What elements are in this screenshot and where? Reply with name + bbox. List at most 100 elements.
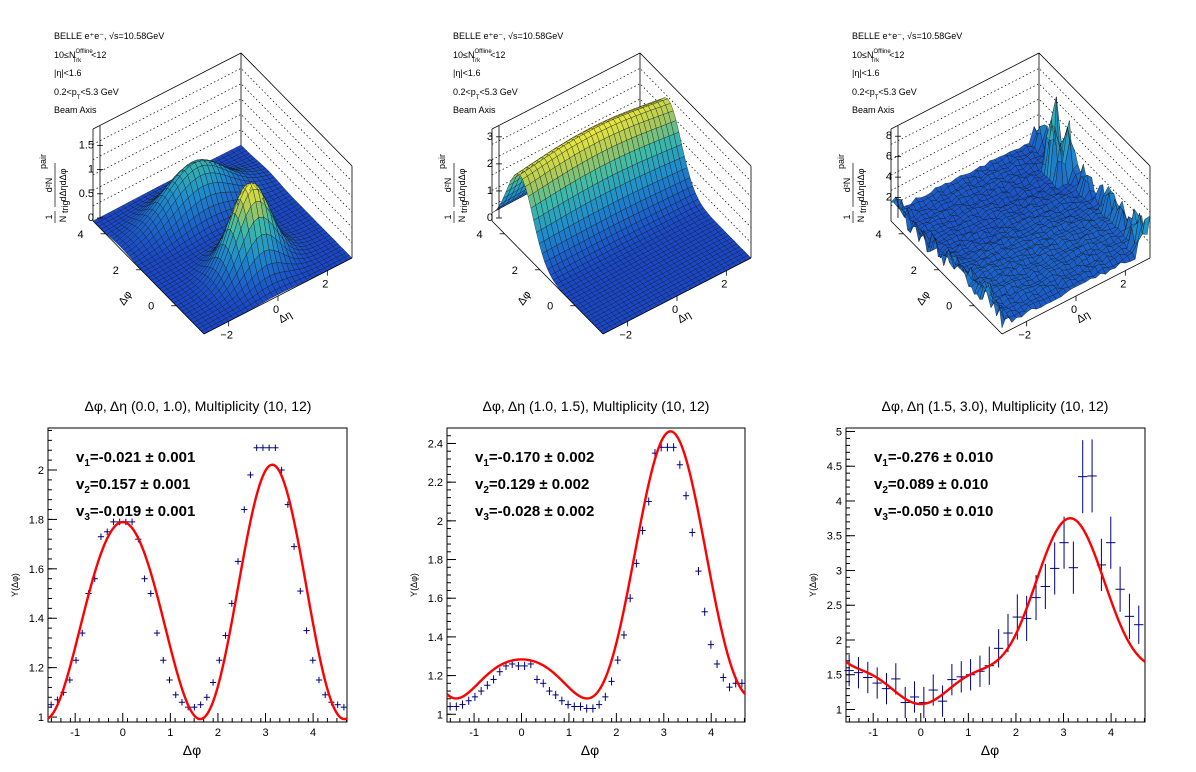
y-axis-label: Y(Δφ): [10, 573, 20, 597]
x-tick-label: 0: [518, 727, 524, 739]
data-point: [247, 471, 254, 479]
z-tick-label: 0.5: [79, 188, 94, 200]
z-label-numerator: d²N: [842, 178, 852, 193]
vn-label: v2=0.089 ± 0.010: [874, 476, 988, 496]
data-point: [309, 656, 316, 664]
info-line-experiment: BELLE e⁺e⁻, √s=10.58GeV: [453, 31, 563, 41]
fit-curve: [47, 463, 348, 721]
x-tick-label: 2: [1013, 727, 1019, 739]
plot-frame: [47, 427, 348, 723]
data-point: [340, 703, 348, 711]
x-axis-label: Δφ: [981, 742, 999, 758]
x-tick-label: 1: [167, 727, 173, 739]
data-point: [515, 661, 522, 670]
y-tick-label: 3.5: [827, 531, 842, 543]
z-tick-label: 2: [487, 158, 493, 170]
data-point: [453, 702, 460, 711]
info-line-frame: Beam Axis: [453, 105, 496, 115]
y-axis-label: Y(Δφ): [808, 573, 818, 597]
deta-tick-label: 0: [273, 304, 279, 316]
data-point: [900, 686, 910, 719]
x-tick-label: 3: [661, 727, 667, 739]
y-tick-label: 1.8: [428, 555, 443, 567]
data-point: [1003, 613, 1013, 653]
dphi-tick-label: 0: [946, 301, 952, 313]
deta-tick-label: −2: [220, 329, 233, 341]
data-point: [79, 629, 86, 637]
data-point: [1115, 566, 1125, 612]
data-point: [459, 700, 466, 709]
x-tick-label: 3: [262, 727, 268, 739]
data-point: [521, 661, 528, 670]
data-point: [676, 460, 683, 469]
z-label-denominator: dΔηdΔφ: [58, 168, 68, 201]
data-point: [253, 444, 260, 452]
data-point: [1078, 440, 1088, 514]
x-tick-label: 0: [120, 727, 126, 739]
data-point: [891, 663, 901, 695]
data-point: [147, 590, 154, 597]
plot-frame: [446, 427, 746, 723]
y-tick-label: 2: [437, 516, 443, 528]
data-point: [993, 629, 1004, 668]
vn-label: v1=-0.021 ± 0.001: [76, 449, 195, 469]
data-point: [1124, 593, 1135, 639]
data-point: [128, 518, 136, 526]
deta-tick-label: −2: [1018, 329, 1031, 341]
data-point: [209, 679, 217, 686]
fit-panel-1: Δφ, Δη (0.0, 1.0), Multiplicity (10, 12)…: [10, 398, 348, 758]
data-point: [639, 526, 646, 535]
info-line-eta: |η|<1.6: [453, 68, 480, 78]
data-point: [713, 659, 721, 669]
z-tick-label: 2: [886, 192, 892, 204]
x-axis-label: Δφ: [183, 742, 201, 758]
data-point: [583, 704, 590, 713]
z-tick-label: 1: [88, 164, 94, 176]
data-point: [1059, 516, 1069, 569]
panel-title: Δφ, Δη (1.0, 1.5), Multiplicity (10, 12): [483, 398, 710, 414]
data-point: [153, 629, 161, 637]
dphi-tick-label: 2: [113, 265, 119, 277]
y-tick-label: 1.2: [428, 671, 443, 683]
info-line-eta: |η|<1.6: [852, 68, 879, 78]
data-point: [191, 703, 198, 711]
dphi-tick-label: 0: [547, 301, 553, 313]
data-point: [695, 567, 702, 576]
panel-title: Δφ, Δη (0.0, 1.0), Multiplicity (10, 12): [85, 398, 312, 414]
data-point: [947, 663, 957, 696]
data-point: [48, 701, 55, 708]
data-point: [496, 667, 503, 676]
y-tick-label: 1: [437, 709, 443, 721]
data-point: [720, 673, 727, 682]
data-point: [160, 656, 167, 664]
data-point: [863, 661, 873, 694]
data-point: [66, 676, 73, 684]
info-line-eta: |η|<1.6: [54, 68, 81, 78]
data-point: [1106, 516, 1116, 569]
data-point: [178, 698, 186, 706]
data-point: [97, 533, 105, 540]
data-point: [222, 632, 229, 639]
z-label-prefactor: 1: [842, 214, 852, 219]
z-tick-label: 4: [886, 171, 892, 183]
data-point: [682, 491, 690, 500]
data-point: [197, 701, 204, 708]
data-point: [633, 559, 640, 568]
surface-mesh: [491, 97, 752, 335]
info-line-experiment: BELLE e⁺e⁻, √s=10.58GeV: [54, 31, 164, 41]
y-tick-label: 1: [836, 704, 842, 716]
data-point: [234, 558, 242, 565]
z-tick-label: 1: [487, 185, 493, 197]
z-tick-label: 3: [487, 131, 493, 143]
data-point: [707, 640, 715, 649]
x-tick-label: 2: [215, 727, 221, 739]
data-point: [670, 443, 677, 452]
data-point: [141, 575, 148, 582]
z-tick-label: 1.5: [79, 139, 94, 151]
data-point: [689, 528, 696, 537]
data-point: [596, 700, 603, 709]
deta-axis-label: Δη: [277, 309, 295, 326]
